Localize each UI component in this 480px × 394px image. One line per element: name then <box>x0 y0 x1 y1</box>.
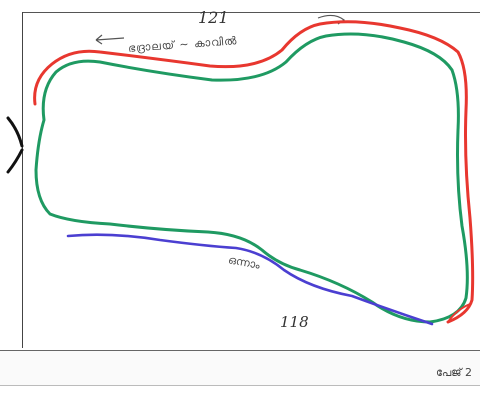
top-arrow-icon <box>95 34 125 45</box>
bottom-blue-route <box>66 233 434 326</box>
parcel-number-top: 121 <box>198 8 229 27</box>
plate-label: പേജ് 2 <box>436 366 473 379</box>
frame-bottom-border <box>0 350 480 351</box>
frame-left-border <box>22 12 23 348</box>
footer-divider <box>0 385 480 386</box>
footer-band <box>0 351 480 385</box>
top-right-arrow-icon <box>317 14 346 25</box>
inner-green-outline <box>34 32 469 324</box>
outer-red-outline <box>33 20 475 324</box>
corner-doodle <box>447 303 471 323</box>
frame-top-border <box>22 12 480 13</box>
parcel-number-bottom: 118 <box>280 313 309 331</box>
left-edge-mark <box>6 116 24 174</box>
